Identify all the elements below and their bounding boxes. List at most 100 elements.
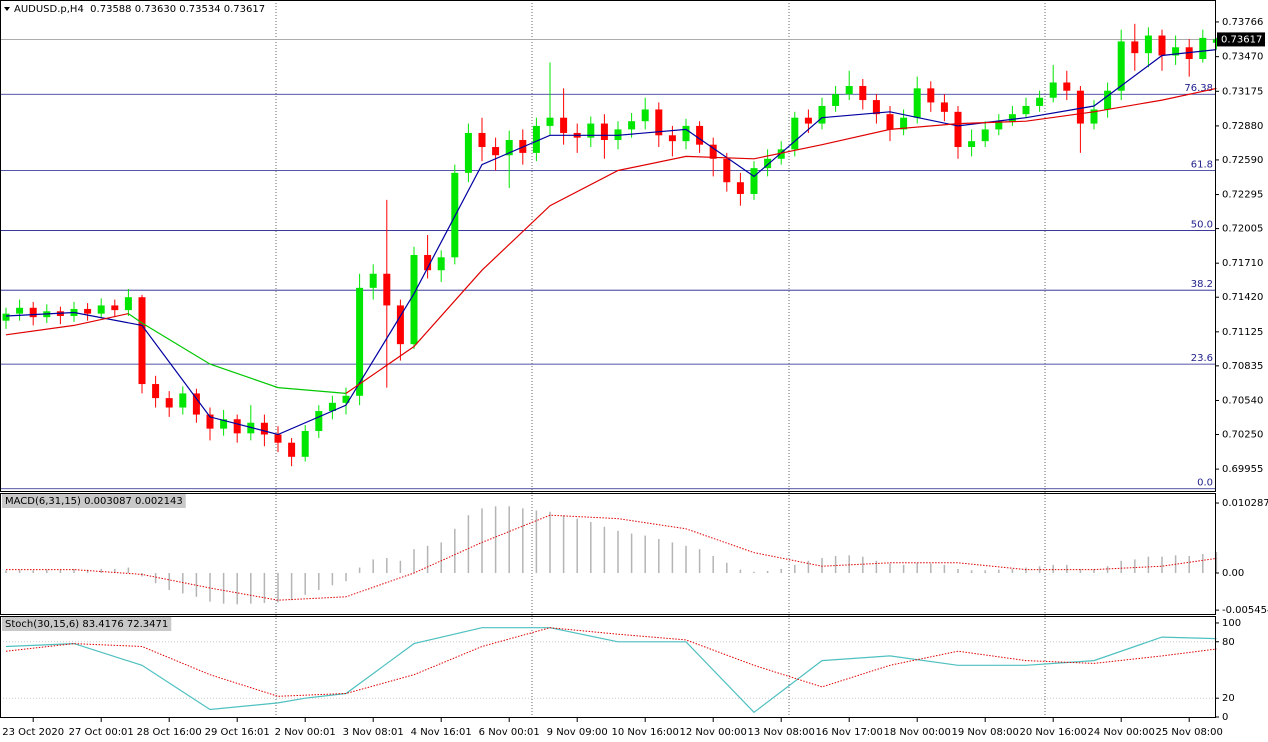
candle-body bbox=[1104, 90, 1112, 110]
y-tick-label: 0.73766 bbox=[1222, 17, 1263, 28]
candle-body bbox=[981, 129, 989, 142]
candle-body bbox=[709, 144, 717, 159]
x-tick-label: 12 Nov 00:00 bbox=[679, 727, 746, 738]
panel-frame bbox=[0, 616, 1216, 718]
x-tick-label: 10 Nov 16:00 bbox=[611, 727, 678, 738]
stoch-signal bbox=[5, 627, 1217, 697]
y-tick-label: 0.71125 bbox=[1222, 327, 1263, 338]
candle-body bbox=[995, 121, 1003, 130]
x-tick-label: 9 Nov 09:00 bbox=[547, 727, 608, 738]
candle-body bbox=[1008, 114, 1016, 122]
y-tick-label: 0.00 bbox=[1222, 568, 1244, 579]
candle-body bbox=[356, 287, 364, 396]
current-price-label: 0.73617 bbox=[1221, 34, 1262, 45]
y-tick-label: 0.010287 bbox=[1222, 498, 1268, 509]
macd-signal bbox=[6, 514, 1217, 601]
y-tick-label: 0.72590 bbox=[1222, 155, 1263, 166]
y-tick-label: 0.72295 bbox=[1222, 190, 1263, 201]
candle-body bbox=[274, 434, 282, 443]
candle-body bbox=[220, 419, 228, 429]
x-tick-label: 2 Nov 00:01 bbox=[275, 727, 336, 738]
y-tick-label: 0.71420 bbox=[1222, 292, 1263, 303]
x-tick-label: 28 Oct 16:00 bbox=[137, 727, 202, 738]
moving-average bbox=[5, 313, 129, 336]
candle-body bbox=[179, 393, 187, 408]
candle-body bbox=[818, 105, 826, 124]
fib-label: 23.6 bbox=[1191, 353, 1213, 364]
candle-body bbox=[1049, 82, 1057, 98]
y-tick-label: 20 bbox=[1222, 693, 1235, 704]
candle-body bbox=[478, 132, 486, 148]
fib-label: 38.2 bbox=[1191, 279, 1213, 290]
y-tick-label: 0.70540 bbox=[1222, 395, 1263, 406]
panel-frame bbox=[0, 0, 1216, 492]
candle-body bbox=[886, 114, 894, 130]
y-tick-label: 0.69955 bbox=[1222, 464, 1263, 475]
candle-body bbox=[764, 158, 772, 169]
moving-average bbox=[345, 87, 1217, 394]
indicator-label: Stoch(30,15,6) 83.4176 72.3471 bbox=[5, 619, 168, 630]
candle-body bbox=[315, 411, 323, 431]
candle-body bbox=[410, 254, 418, 345]
candle-body bbox=[437, 257, 445, 271]
x-tick-label: 16 Nov 17:00 bbox=[815, 727, 882, 738]
candle-body bbox=[29, 307, 37, 318]
y-tick-label: 0.73470 bbox=[1222, 52, 1263, 63]
candle-body bbox=[804, 117, 812, 124]
y-tick-label: 0.72005 bbox=[1222, 224, 1263, 235]
candle-body bbox=[492, 147, 500, 156]
x-tick-label: 13 Nov 08:00 bbox=[747, 727, 814, 738]
y-tick-label: -0.005454 bbox=[1222, 605, 1268, 616]
current-price-box bbox=[1217, 32, 1265, 47]
candle-body bbox=[369, 273, 377, 288]
candle-body bbox=[1117, 41, 1125, 91]
x-tick-label: 23 Oct 2020 bbox=[2, 727, 64, 738]
candle-body bbox=[192, 393, 200, 415]
fib-label: 61.8 bbox=[1191, 159, 1213, 170]
stoch-main bbox=[5, 627, 1217, 714]
candle-body bbox=[1022, 105, 1030, 115]
indicator-label: MACD(6,31,15) 0.003087 0.002143 bbox=[5, 496, 183, 507]
candle-body bbox=[396, 305, 404, 345]
candle-body bbox=[546, 117, 554, 126]
panel-frame bbox=[0, 493, 1216, 615]
y-tick-label: 0.72880 bbox=[1222, 121, 1263, 132]
candle-body bbox=[260, 422, 268, 435]
y-tick-label: 100 bbox=[1222, 618, 1241, 629]
candle-body bbox=[16, 307, 24, 314]
chart-title: AUDUSD.p,H4 0.73588 0.73630 0.73534 0.73… bbox=[14, 4, 265, 15]
candle-body bbox=[505, 139, 513, 156]
y-tick-label: 0.73175 bbox=[1222, 86, 1263, 97]
candle-body bbox=[165, 398, 173, 408]
candle-body bbox=[736, 182, 744, 194]
candle-body bbox=[832, 94, 840, 106]
candle-body bbox=[1144, 35, 1152, 54]
candle-body bbox=[424, 254, 432, 271]
candle-body bbox=[84, 308, 92, 314]
x-tick-label: 6 Nov 00:01 bbox=[479, 727, 540, 738]
candle-body bbox=[1076, 90, 1084, 124]
candle-body bbox=[940, 102, 948, 112]
candle-body bbox=[97, 305, 105, 314]
x-tick-label: 4 Nov 16:01 bbox=[411, 727, 472, 738]
candle-body bbox=[1185, 47, 1193, 60]
candle-body bbox=[206, 414, 214, 429]
candle-body bbox=[913, 88, 921, 118]
candle-body bbox=[750, 168, 758, 194]
indicator-label-bg bbox=[2, 617, 172, 631]
candle-body bbox=[587, 123, 595, 138]
x-tick-label: 27 Oct 00:01 bbox=[69, 727, 134, 738]
x-tick-label: 25 Nov 08:00 bbox=[1155, 727, 1222, 738]
candle-body bbox=[532, 125, 540, 153]
candle-body bbox=[560, 117, 568, 133]
candle-body bbox=[1212, 39, 1220, 43]
candle-body bbox=[668, 135, 676, 142]
candle-body bbox=[1090, 109, 1098, 124]
candle-body bbox=[859, 86, 867, 101]
candle-body bbox=[845, 86, 853, 95]
candle-body bbox=[1131, 41, 1139, 54]
menu-triangle[interactable] bbox=[4, 7, 10, 11]
y-tick-label: 0.70835 bbox=[1222, 361, 1263, 372]
fib-label: 50.0 bbox=[1191, 219, 1213, 230]
